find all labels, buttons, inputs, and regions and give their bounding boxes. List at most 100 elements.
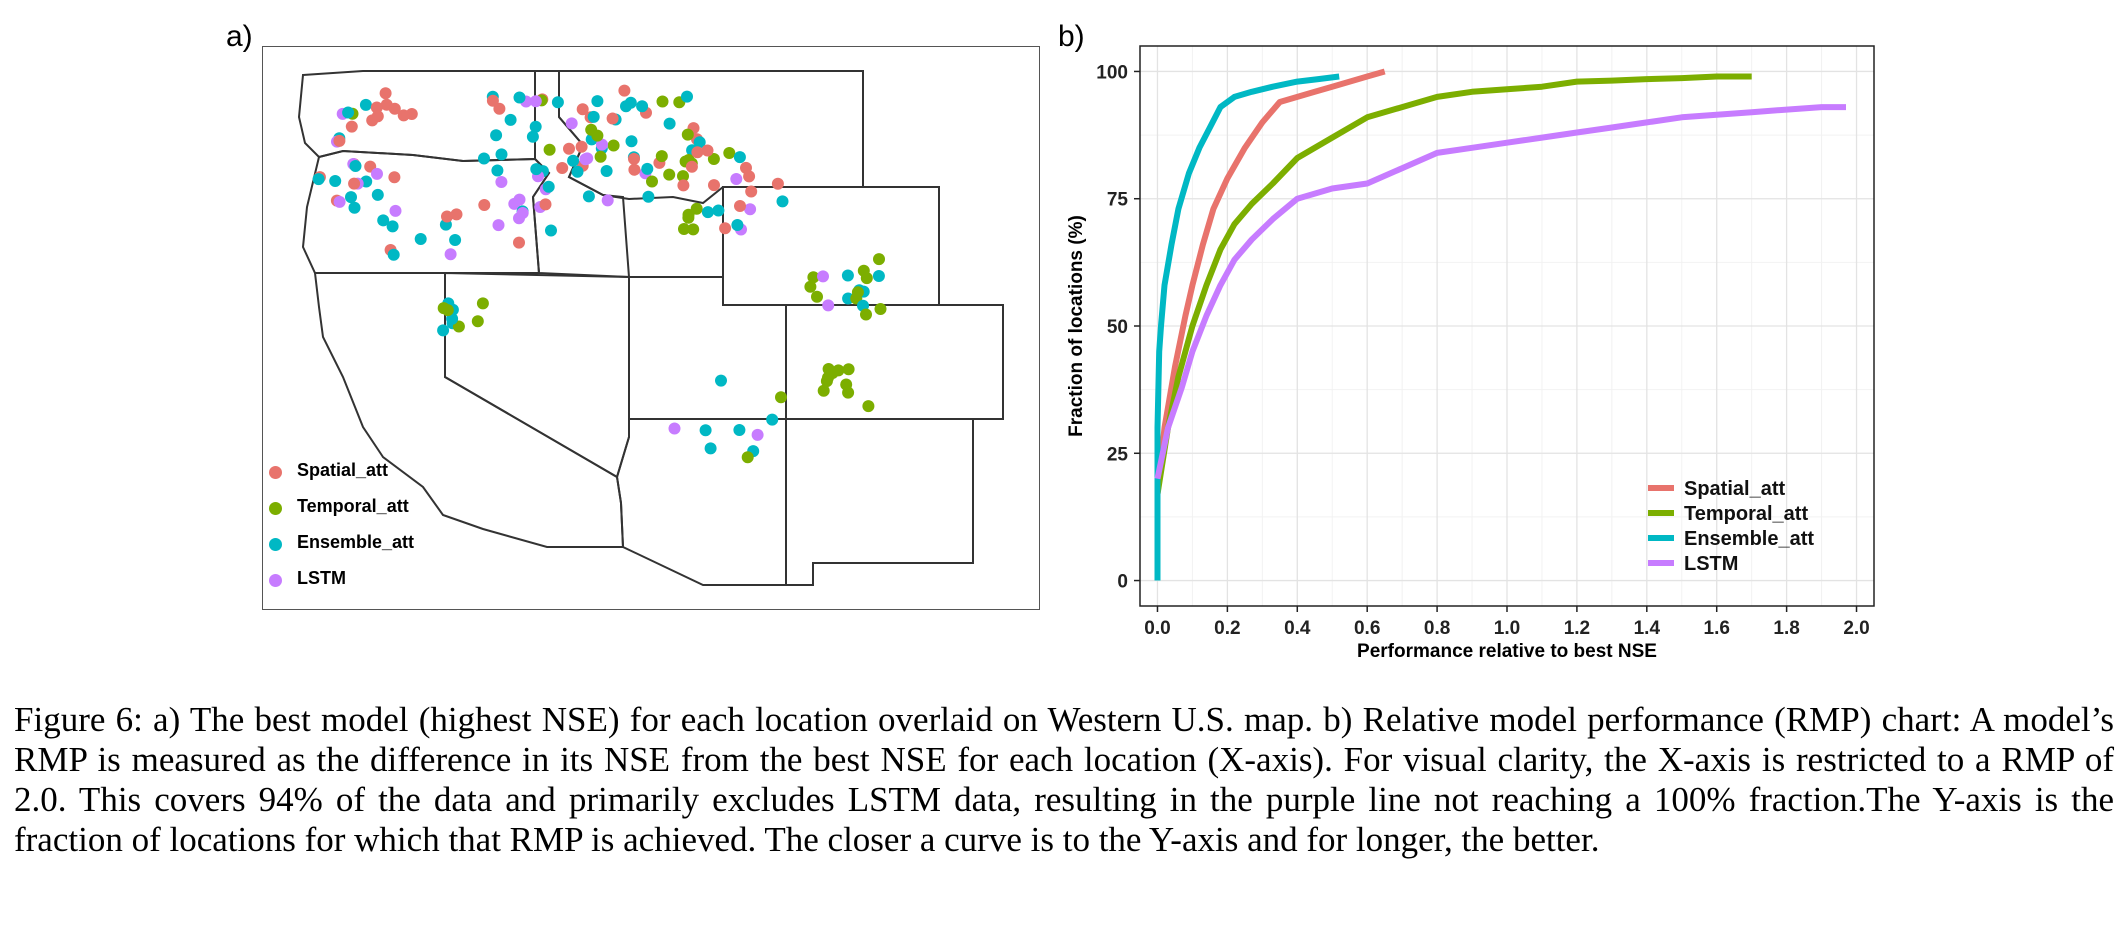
x-tick-label: 0.4 — [1284, 618, 1311, 639]
site-marker — [642, 190, 655, 203]
y-tick-label: 50 — [1107, 317, 1128, 338]
site-marker — [359, 98, 372, 111]
site-marker — [771, 177, 784, 190]
site-marker — [492, 219, 505, 232]
ensemble-att-swatch — [269, 538, 282, 551]
site-marker — [822, 299, 835, 312]
colorado-outline — [785, 304, 1004, 420]
site-marker — [565, 117, 578, 130]
x-tick-label: 1.8 — [1773, 618, 1799, 639]
y-tick-label: 100 — [1096, 62, 1128, 83]
site-marker — [476, 297, 489, 310]
site-marker — [389, 204, 402, 217]
site-marker — [822, 363, 835, 375]
site-marker — [807, 271, 820, 284]
map-legend-label: Ensemble_att — [297, 532, 415, 552]
site-marker — [414, 233, 427, 245]
site-marker — [693, 136, 706, 149]
lstm-swatch — [269, 574, 282, 587]
site-marker — [471, 315, 484, 328]
site-marker — [342, 106, 355, 119]
site-marker — [348, 177, 361, 190]
site-marker — [751, 428, 764, 441]
site-marker — [504, 113, 517, 126]
site-marker — [491, 164, 504, 177]
site-marker — [571, 165, 584, 178]
site-marker — [587, 110, 600, 123]
x-tick-label: 0.8 — [1424, 618, 1450, 639]
site-marker — [874, 303, 887, 315]
site-marker — [832, 364, 845, 377]
temporal-att-swatch — [269, 502, 282, 515]
site-marker — [377, 214, 390, 227]
site-marker — [681, 90, 693, 103]
legend-label: Spatial_att — [1684, 478, 1785, 500]
x-tick-label: 0.2 — [1214, 618, 1240, 639]
site-marker — [860, 308, 872, 321]
chart-legend: Spatial_att Temporal_att Ensemble_att LSTM — [1648, 478, 1814, 575]
site-marker — [542, 180, 555, 193]
site-marker — [733, 424, 746, 436]
site-marker — [857, 264, 870, 277]
site-marker — [516, 207, 529, 219]
site-marker — [731, 219, 744, 231]
site-marker — [656, 95, 669, 108]
site-marker — [628, 152, 640, 165]
site-marker — [663, 168, 676, 181]
site-marker — [873, 253, 885, 266]
site-marker — [490, 129, 503, 142]
y-tick-label: 75 — [1107, 190, 1129, 211]
site-marker — [495, 148, 508, 161]
site-marker — [329, 175, 342, 187]
site-marker — [478, 199, 491, 211]
figure-caption: Figure 6: a) The best model (highest NSE… — [14, 700, 2114, 859]
site-marker — [388, 171, 401, 184]
site-marker — [581, 152, 594, 165]
site-marker — [707, 153, 720, 165]
site-marker — [526, 130, 539, 143]
site-marker — [449, 234, 462, 246]
site-marker — [594, 150, 607, 163]
map-legend-label: Spatial_att — [297, 460, 389, 480]
site-marker — [733, 151, 746, 164]
site-marker — [681, 128, 694, 141]
site-marker — [397, 109, 410, 122]
oregon-outline — [301, 149, 551, 274]
panel-b-label: b) — [1058, 20, 1085, 53]
site-marker — [730, 173, 743, 185]
site-marker — [333, 134, 346, 147]
site-marker — [441, 304, 454, 317]
site-marker — [712, 204, 725, 217]
site-marker — [345, 191, 357, 204]
site-marker — [636, 100, 649, 113]
site-marker — [741, 451, 754, 464]
site-marker — [655, 150, 668, 163]
utah-outline — [628, 276, 787, 420]
site-marker — [437, 324, 450, 337]
western-us-map-panel: Spatial_att Temporal_att Ensemble_att LS… — [262, 46, 1040, 610]
site-marker — [513, 236, 525, 249]
site-marker — [745, 185, 758, 198]
site-marker — [545, 224, 557, 237]
site-marker — [513, 193, 526, 206]
site-marker — [591, 129, 604, 142]
site-marker — [618, 84, 631, 97]
site-marker — [677, 170, 689, 183]
site-marker — [682, 211, 695, 224]
site-marker — [529, 95, 542, 108]
site-marker — [641, 162, 654, 175]
site-marker — [551, 96, 564, 109]
site-marker — [744, 203, 757, 216]
site-marker — [699, 424, 712, 437]
site-marker — [495, 176, 508, 188]
site-marker — [601, 194, 614, 207]
site-marker — [842, 386, 855, 399]
site-marker — [663, 117, 676, 130]
site-marker — [486, 94, 499, 107]
site-marker — [386, 220, 399, 233]
site-marker — [388, 102, 401, 115]
site-marker — [371, 110, 384, 123]
site-marker — [371, 188, 384, 201]
site-marker — [607, 139, 620, 152]
map-legend-label: LSTM — [297, 568, 346, 588]
